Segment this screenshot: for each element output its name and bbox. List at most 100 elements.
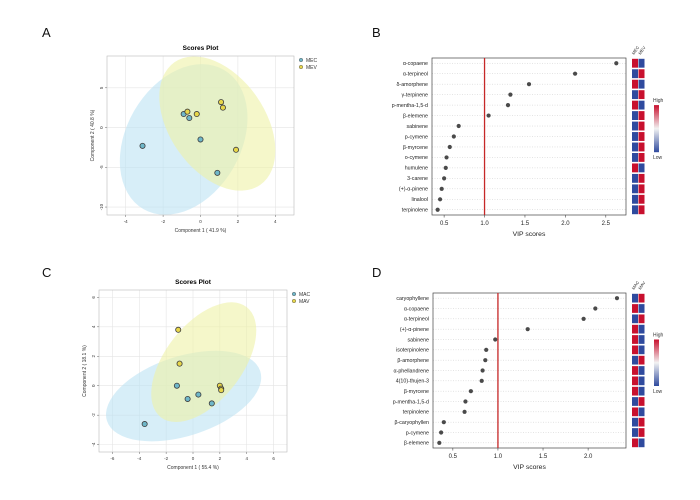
heat-column-label: MEC [631,45,641,56]
score-point-mac [208,400,215,407]
heat-cell [632,142,638,152]
heat-cell [632,407,638,417]
heat-legend-bar [654,105,659,153]
heat-cell [638,163,645,173]
x-tick-label: 1.0 [480,221,489,227]
confidence-ellipse-mev [159,56,276,191]
x-tick-label: 2.0 [584,454,593,460]
feature-label: γ-terpinene [402,92,429,98]
heat-cell [638,386,645,396]
heat-cell [632,314,638,324]
panel-letter-d: D [372,265,381,280]
vip-point [484,347,489,352]
x-tick-label: 2 [219,456,222,461]
vip-point [479,378,484,383]
vip-point [508,92,513,97]
vip-point [439,430,444,435]
x-axis-label: VIP scores [513,231,546,238]
feature-label: β-myrcene [403,145,428,151]
y-tick-label: 4 [91,325,96,328]
heat-cell [638,69,645,79]
x-tick-label: 0.5 [449,454,458,460]
score-point-mev [218,99,225,106]
x-tick-label: 2 [237,219,240,224]
heat-column-label: MAC [631,280,641,291]
x-tick-label: 4 [274,219,277,224]
heat-cell [632,366,638,375]
score-point-mav [218,387,225,394]
score-point-mac [141,421,148,428]
x-tick-label: 0 [192,456,195,461]
heat-cell [638,314,645,324]
vip-point [441,420,446,425]
vip-point [468,389,473,394]
feature-label: (+)-α-pinene [400,327,429,333]
x-tick-label: 1.5 [521,221,530,227]
heat-cell [638,324,645,334]
feature-label: p-cymene [406,430,429,436]
heat-cell [638,417,645,427]
score-point-mev [233,146,240,153]
y-axis-label: Component 2 ( 18.1 %) [82,345,88,397]
y-tick-label: 6 [91,296,96,299]
heat-cell [632,90,638,100]
heat-cell [632,417,638,427]
heat-cell [632,173,638,183]
feature-label: α-terpineol [403,72,428,78]
feature-label: β-amorphene [397,358,429,364]
vip-point [480,368,485,373]
vip-point [447,144,452,150]
x-tick-label: 1.0 [494,454,503,460]
vip-point [435,207,440,212]
score-point-mev [219,104,226,111]
legend-label: MAV [299,299,310,305]
heat-cell [632,100,638,110]
score-point-mac [195,391,202,398]
feature-label: sabinene [407,337,429,343]
heat-cell [632,355,638,365]
feature-label: o-cymene [405,155,428,161]
x-tick-label: -4 [124,219,128,224]
heat-cell [632,121,638,131]
feature-label: 4(10)-thujen-3 [396,379,429,385]
heat-cell [638,121,645,131]
vip-point [593,306,598,311]
vip-point [614,61,619,66]
panel-letter-c: C [42,265,51,280]
score-point-mev [193,111,200,118]
feature-label: (+)-α-pinene [399,187,428,193]
score-point-mec [139,142,146,149]
panel-c-scores-plot: Scores Plot -6 -4 -2 0 2 4 6 -4 -2 0 2 4 6 Component 1… [82,279,311,471]
x-tick-label: 0 [199,219,202,224]
feature-label: β-myrcene [404,389,429,395]
heat-legend-high: High [653,98,664,104]
x-tick-label: -4 [137,456,141,461]
vip-point [572,71,578,76]
heat-cell [638,376,645,386]
score-point-mac [173,382,180,389]
heat-legend-bar [654,339,659,386]
feature-label: p-mentha-1,5-d [393,399,429,405]
heat-cell [632,194,638,204]
heat-cell [632,184,638,194]
heat-cell [632,386,638,396]
feature-label: α-terpineol [404,317,429,323]
vip-point [525,327,530,332]
heat-cell [638,345,645,355]
vip-point [442,176,447,181]
heat-cell [638,293,645,303]
feature-label: α-phellandrene [394,368,430,374]
vip-point [437,197,443,202]
legend-marker-mav [292,299,297,304]
heat-cell [638,90,645,100]
score-point-mec [197,136,204,143]
heat-cell [632,69,638,79]
heat-legend-high: High [653,333,664,339]
score-point-mec [186,115,193,122]
plot-frame [431,57,627,216]
heat-cell [632,438,638,448]
heat-legend-low: Low [653,389,663,395]
panel-letter-b: B [372,25,381,40]
heat-cell [638,407,645,417]
